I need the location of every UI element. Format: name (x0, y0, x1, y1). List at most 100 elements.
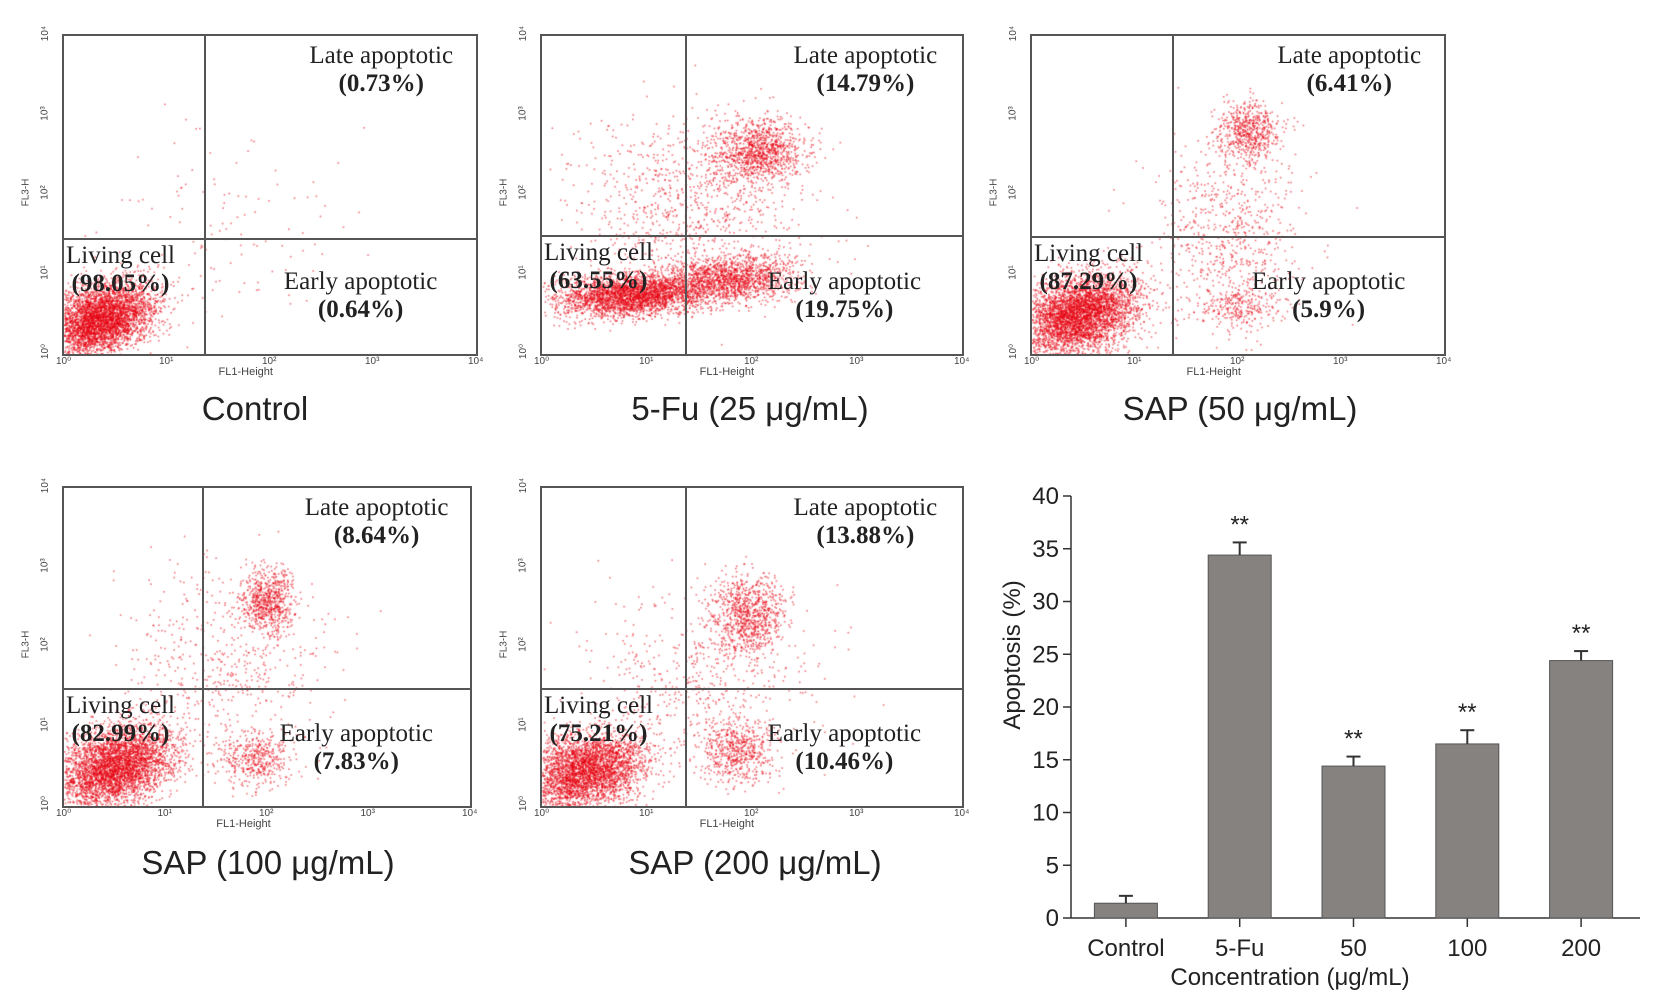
panel-title: SAP (100 μg/mL) (141, 844, 395, 881)
quadrant-gate-vertical (202, 488, 205, 806)
quadrant-label-late: Late apoptotic (13.88%) (794, 494, 938, 550)
x-tick-label: 5-Fu (1215, 935, 1264, 962)
x-tick-label: 10⁰ (534, 808, 550, 819)
quadrant-percent: (75.21%) (549, 720, 648, 748)
flow-plot-area: Late apoptotic (14.79%) Early apoptotic (19… (540, 34, 964, 356)
quadrant-percent: (6.41%) (1306, 70, 1392, 97)
quadrant-label-late: Late apoptotic (14.79%) (794, 42, 938, 98)
quadrant-gate-vertical (1172, 36, 1175, 354)
y-axis-title: FL3-H (20, 630, 32, 659)
x-tick-label: 10¹ (157, 808, 172, 819)
x-axis-title: FL1-Height (1186, 366, 1241, 378)
x-tick-label: 10² (1230, 356, 1245, 367)
y-tick-label: 30 (1032, 589, 1059, 616)
y-tick-label: 10³ (517, 557, 529, 573)
quadrant-name: Living cell (544, 692, 653, 720)
bar-100 (1435, 743, 1500, 919)
y-tick-label: 25 (1032, 641, 1059, 668)
quadrant-label-living: Living cell (98.05%) (66, 242, 175, 298)
x-tick-label: 10² (744, 808, 759, 819)
quadrant-name: Living cell (544, 238, 653, 266)
bar-chart-ylabel: Apoptosis (%) (999, 580, 1026, 729)
significance-marker: ** (1230, 511, 1249, 538)
y-tick-label: 10² (39, 637, 51, 652)
quadrant-name: Late apoptotic (309, 42, 454, 69)
y-tick-label: 10² (517, 637, 529, 652)
x-tick-label: 10² (262, 356, 277, 367)
y-tick-label: 10⁴ (1008, 25, 1020, 42)
y-tick-label: 40 (1032, 483, 1059, 510)
quadrant-gate-horizontal (542, 234, 962, 237)
y-tick-label: 0 (1046, 905, 1059, 932)
quadrant-name: Late apoptotic (793, 494, 938, 521)
y-tick-label: 35 (1032, 536, 1059, 563)
quadrant-name: Early apoptotic (283, 268, 438, 296)
quadrant-percent: (0.73%) (338, 70, 424, 97)
y-tick-label: 10⁴ (518, 477, 530, 494)
flow-plot-area: Late apoptotic (13.88%) Early apoptotic (10… (540, 486, 964, 808)
panel-title: SAP (50 μg/mL) (1122, 390, 1358, 427)
x-tick-label: 10⁴ (468, 356, 484, 367)
quadrant-name: Living cell (66, 692, 175, 720)
x-tick-label: 10⁰ (56, 356, 72, 367)
quadrant-label-early: Early apoptotic (0.64%) (284, 268, 437, 324)
y-tick-label: 10² (517, 185, 529, 200)
y-tick-label: 10 (1032, 800, 1059, 827)
x-tick-label: 10³ (849, 356, 864, 367)
x-tick-label: 10³ (360, 808, 375, 819)
x-tick-label: 10⁰ (534, 356, 550, 367)
quadrant-label-early: Early apoptotic (5.9%) (1252, 268, 1405, 324)
y-tick-label: 10¹ (517, 716, 529, 732)
flow-dot-plot (64, 488, 470, 806)
y-tick-label: 10⁴ (40, 25, 52, 42)
y-tick-label: 10³ (39, 557, 51, 573)
y-tick-label: 10⁰ (518, 343, 530, 360)
y-tick-label: 5 (1046, 852, 1059, 879)
x-tick-label: 10⁴ (462, 808, 478, 819)
quadrant-percent: (7.83%) (313, 748, 400, 776)
quadrant-label-early: Early apoptotic (10.46%) (768, 720, 921, 776)
quadrant-gate-horizontal (64, 237, 476, 240)
quadrant-name: Early apoptotic (767, 268, 922, 296)
y-tick-label: 10⁰ (518, 795, 530, 812)
flow-dot-plot (542, 488, 962, 806)
quadrant-gate-vertical (684, 36, 687, 354)
significance-marker: ** (1344, 726, 1363, 753)
quadrant-percent: (14.79%) (816, 70, 915, 97)
panel-title: 5-Fu (25 μg/mL) (631, 390, 869, 427)
quadrant-label-living: Living cell (63.55%) (544, 239, 653, 295)
flow-plot-area: Late apoptotic (0.73%) Early apoptotic (0.6… (62, 34, 478, 356)
x-tick-label: 200 (1561, 935, 1601, 962)
y-tick-label: 10² (1007, 185, 1019, 200)
quadrant-percent: (82.99%) (71, 720, 170, 748)
y-tick-label: 10³ (39, 105, 51, 121)
x-tick-label: 10¹ (1127, 356, 1142, 367)
x-axis-title: FL1-Height (216, 818, 271, 830)
x-tick-label: 10⁰ (1024, 356, 1040, 367)
quadrant-gate-horizontal (542, 688, 962, 691)
quadrant-label-living: Living cell (82.99%) (66, 692, 175, 748)
quadrant-label-early: Early apoptotic (19.75%) (768, 268, 921, 324)
x-tick-label: 10³ (1333, 356, 1348, 367)
y-axis-title: FL3-H (498, 630, 510, 659)
panel-title: SAP (200 μg/mL) (628, 844, 882, 881)
flow-dot-plot (1032, 36, 1444, 354)
bar-control (1093, 902, 1158, 919)
quadrant-percent: (8.64%) (333, 522, 420, 549)
flow-dot-plot (542, 36, 962, 354)
quadrant-name: Early apoptotic (279, 720, 434, 748)
y-tick-label: 10¹ (1007, 264, 1019, 280)
quadrant-gate-vertical (684, 488, 687, 806)
bar-5-fu (1207, 554, 1272, 919)
quadrant-name: Late apoptotic (304, 494, 449, 521)
bar-chart-xlabel: Concentration (μg/mL) (1170, 964, 1409, 991)
y-tick-label: 15 (1032, 747, 1059, 774)
flow-dot-plot (64, 36, 476, 354)
quadrant-percent: (19.75%) (795, 296, 894, 324)
x-tick-label: 50 (1340, 935, 1367, 962)
y-tick-label: 20 (1032, 694, 1059, 721)
x-tick-label: 10² (744, 356, 759, 367)
y-tick-label: 10⁰ (40, 795, 52, 812)
x-tick-label: 10⁴ (954, 808, 970, 819)
x-tick-label: 10³ (849, 808, 864, 819)
